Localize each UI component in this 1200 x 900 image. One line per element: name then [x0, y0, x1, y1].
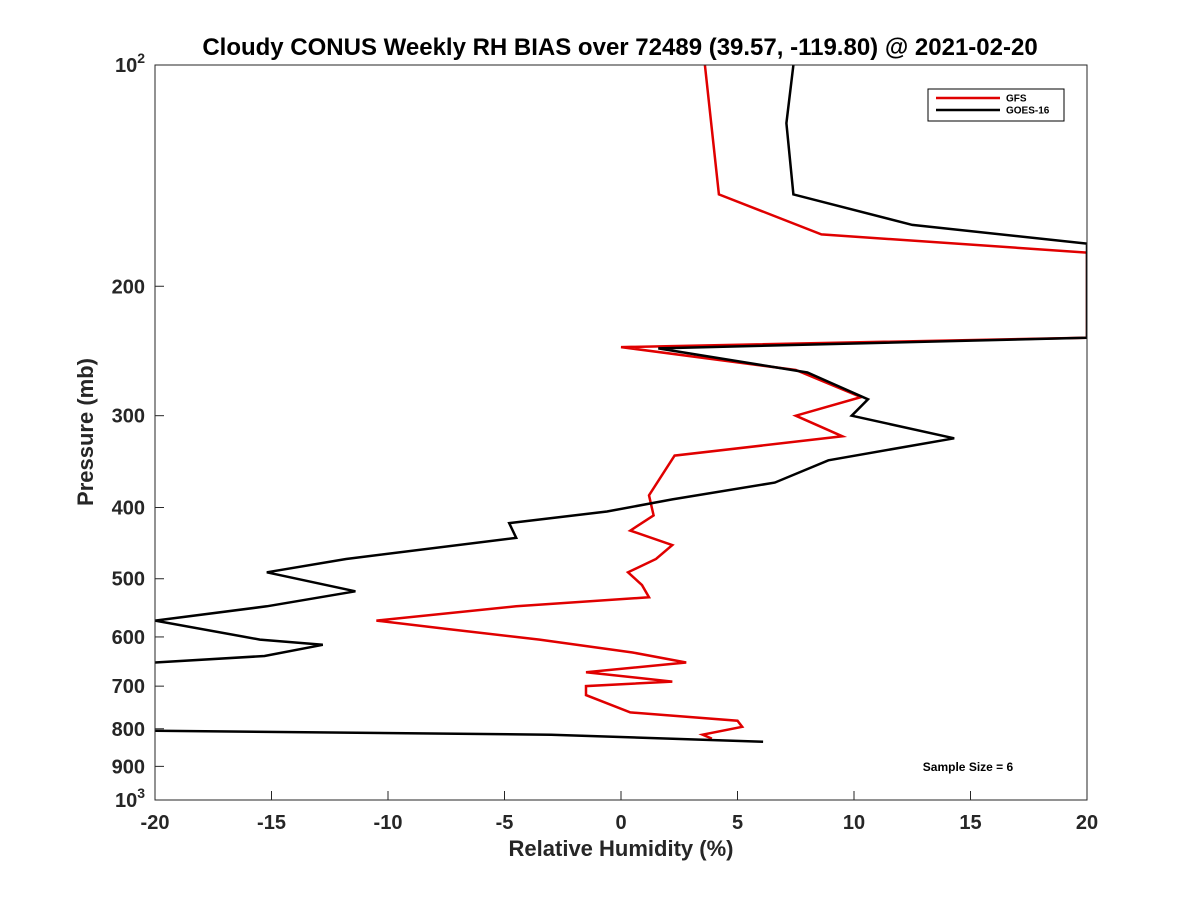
x-tick-label: 10 [843, 812, 865, 834]
y-tick-label: 200 [112, 276, 145, 298]
y-tick-label: 600 [112, 627, 145, 649]
y-axis: 102 200 300 400 500 600 700 800 900 103 [112, 50, 164, 812]
y-tick-label: 102 [115, 50, 145, 77]
x-tick-label: -5 [496, 812, 514, 834]
x-tick-label: 0 [615, 812, 626, 834]
x-tick-label: -15 [257, 812, 286, 834]
y-tick-label: 500 [112, 569, 145, 591]
legend-label-goes16: GOES-16 [1006, 106, 1050, 117]
y-tick-label: 300 [112, 406, 145, 428]
x-axis: -20 -15 -10 -5 0 5 10 15 20 [141, 791, 1098, 834]
y-axis-label: Pressure (mb) [73, 358, 98, 506]
series-line-gfs [376, 65, 1087, 740]
x-tick-label: -20 [141, 812, 170, 834]
x-tick-label: 15 [959, 812, 981, 834]
y-tick-label: 400 [112, 498, 145, 520]
y-tick-label: 700 [112, 676, 145, 698]
y-tick-label: 103 [115, 785, 145, 812]
x-tick-label: 20 [1076, 812, 1098, 834]
plot-frame [154, 64, 1088, 801]
y-tick-label: 900 [112, 756, 145, 778]
sample-size-annotation: Sample Size = 6 [923, 760, 1014, 774]
series-line-goes-16 [155, 65, 1087, 664]
series-line-goes-16-lower-segment [155, 729, 764, 743]
plot-lines [155, 65, 1087, 743]
x-tick-label: -10 [374, 812, 403, 834]
chart-title: Cloudy CONUS Weekly RH BIAS over 72489 (… [202, 34, 1037, 61]
y-tick-label: 800 [112, 719, 145, 741]
x-axis-label: Relative Humidity (%) [509, 836, 734, 861]
legend: GFS GOES-16 [927, 88, 1065, 122]
x-tick-label: 5 [732, 812, 743, 834]
legend-label-gfs: GFS [1006, 94, 1027, 105]
legend-box [927, 88, 1065, 122]
